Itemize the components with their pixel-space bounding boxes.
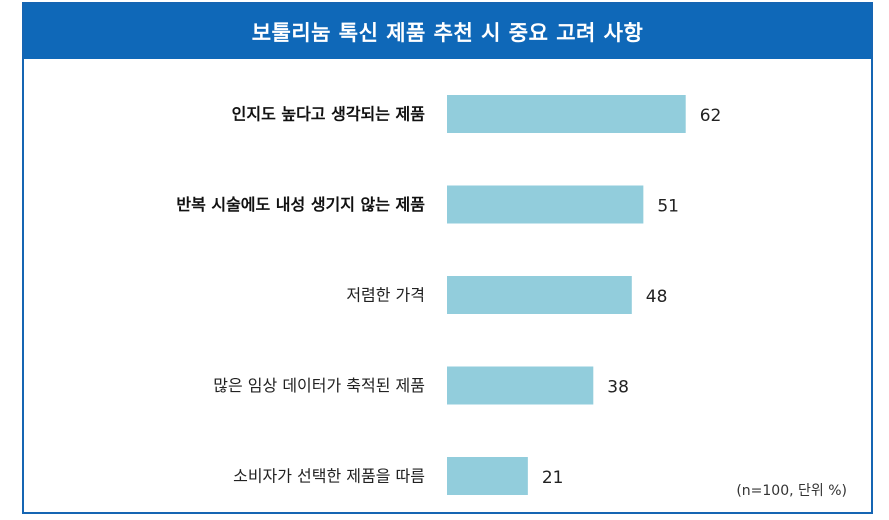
category-label: 소비자가 선택한 제품을 따름	[233, 467, 425, 486]
bar	[447, 366, 594, 405]
category-label: 많은 임상 데이터가 축적된 제품	[213, 376, 425, 395]
chart-note: (n=100, 단위 %)	[736, 483, 847, 499]
value-label: 48	[646, 287, 668, 307]
category-label: 반복 시술에도 내성 생기지 않는 제품	[176, 195, 425, 214]
value-label: 51	[657, 197, 679, 217]
bar	[447, 95, 686, 133]
title-bar: 보툴리눔 톡신 제품 추천 시 중요 고려 사항	[24, 4, 871, 59]
chart-title: 보툴리눔 톡신 제품 추천 시 중요 고려 사항	[251, 20, 644, 45]
category-label: 저렴한 가격	[346, 286, 425, 305]
value-label: 38	[607, 378, 629, 398]
bar-chart: 인지도 높다고 생각되는 제품 62 반복 시술에도 내성 생기지 않는 제품 51 저…	[176, 95, 722, 495]
bar	[447, 276, 632, 314]
bar	[447, 457, 528, 495]
category-label: 인지도 높다고 생각되는 제품	[232, 105, 426, 124]
chart-frame: 보툴리눔 톡신 제품 추천 시 중요 고려 사항 인지도 높다고 생각되는 제품…	[22, 2, 873, 514]
bar	[447, 185, 644, 224]
value-label: 21	[542, 468, 564, 488]
value-label: 62	[700, 106, 722, 126]
